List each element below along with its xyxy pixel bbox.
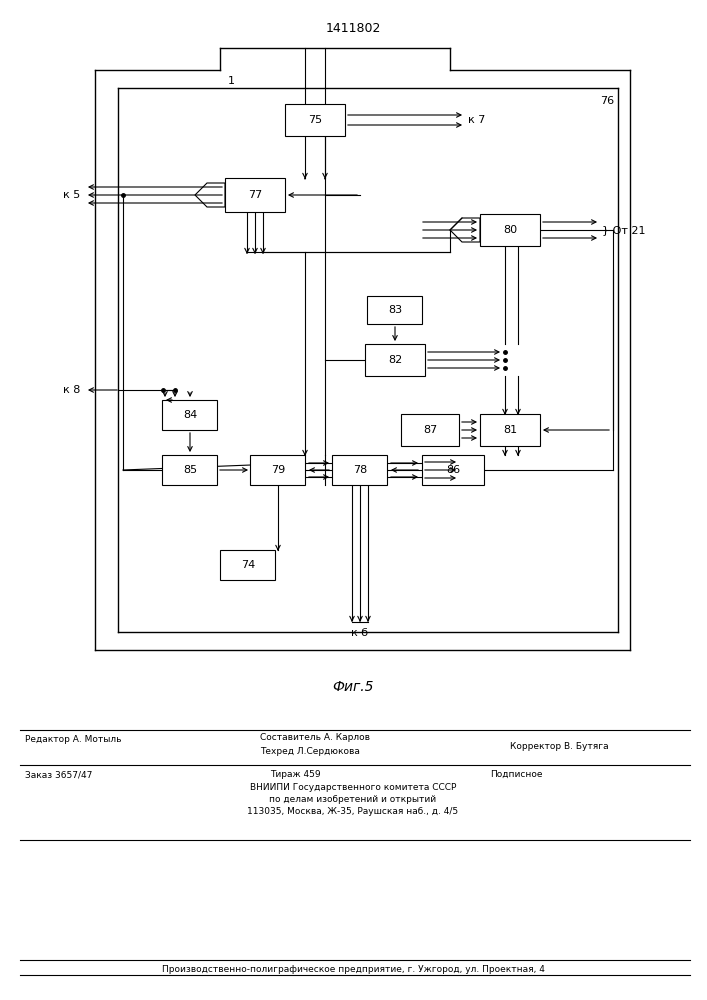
Bar bbox=[480, 414, 540, 446]
Text: Техред Л.Сердюкова: Техред Л.Сердюкова bbox=[260, 747, 360, 756]
Text: ВНИИПИ Государственного комитета СССР: ВНИИПИ Государственного комитета СССР bbox=[250, 783, 456, 792]
Text: 80: 80 bbox=[503, 225, 517, 235]
Bar bbox=[285, 104, 345, 136]
Text: 77: 77 bbox=[248, 190, 262, 200]
Text: 79: 79 bbox=[271, 465, 285, 475]
Text: Тираж 459: Тираж 459 bbox=[270, 770, 321, 779]
Text: по делам изобретений и открытий: по делам изобретений и открытий bbox=[269, 795, 436, 804]
Bar bbox=[480, 214, 540, 246]
Text: 1411802: 1411802 bbox=[325, 21, 380, 34]
Text: 74: 74 bbox=[241, 560, 255, 570]
Text: 81: 81 bbox=[503, 425, 517, 435]
Bar bbox=[401, 414, 459, 446]
Bar bbox=[422, 455, 484, 485]
Bar bbox=[163, 455, 218, 485]
Bar bbox=[332, 455, 387, 485]
Text: 85: 85 bbox=[183, 465, 197, 475]
Text: 83: 83 bbox=[388, 305, 402, 315]
Bar bbox=[225, 178, 285, 212]
Text: к б: к б bbox=[351, 628, 368, 638]
Bar bbox=[365, 344, 425, 376]
Text: Заказ 3657/47: Заказ 3657/47 bbox=[25, 770, 93, 779]
Bar bbox=[250, 455, 305, 485]
Text: Составитель А. Карлов: Составитель А. Карлов bbox=[260, 733, 370, 742]
Text: 86: 86 bbox=[446, 465, 460, 475]
Text: 75: 75 bbox=[308, 115, 322, 125]
Bar bbox=[221, 550, 276, 580]
Text: Производственно-полиграфическое предприятие, г. Ужгород, ул. Проектная, 4: Производственно-полиграфическое предприя… bbox=[162, 965, 544, 974]
Text: 1: 1 bbox=[228, 76, 235, 86]
Text: 84: 84 bbox=[183, 410, 197, 420]
Text: к 8: к 8 bbox=[63, 385, 80, 395]
Text: Редактор А. Мотыль: Редактор А. Мотыль bbox=[25, 735, 122, 744]
Text: к 5: к 5 bbox=[63, 190, 80, 200]
Text: Подписное: Подписное bbox=[490, 770, 542, 779]
Bar bbox=[368, 296, 423, 324]
Text: 113035, Москва, Ж-35, Раушская наб., д. 4/5: 113035, Москва, Ж-35, Раушская наб., д. … bbox=[247, 807, 459, 816]
Text: 78: 78 bbox=[353, 465, 367, 475]
Bar bbox=[163, 400, 218, 430]
Text: Фиг.5: Фиг.5 bbox=[332, 680, 374, 694]
Text: к 7: к 7 bbox=[468, 115, 486, 125]
Text: } От 21: } От 21 bbox=[602, 225, 645, 235]
Text: 87: 87 bbox=[423, 425, 437, 435]
Text: Корректор В. Бутяга: Корректор В. Бутяга bbox=[510, 742, 609, 751]
Text: 76: 76 bbox=[600, 96, 614, 106]
Text: 82: 82 bbox=[388, 355, 402, 365]
